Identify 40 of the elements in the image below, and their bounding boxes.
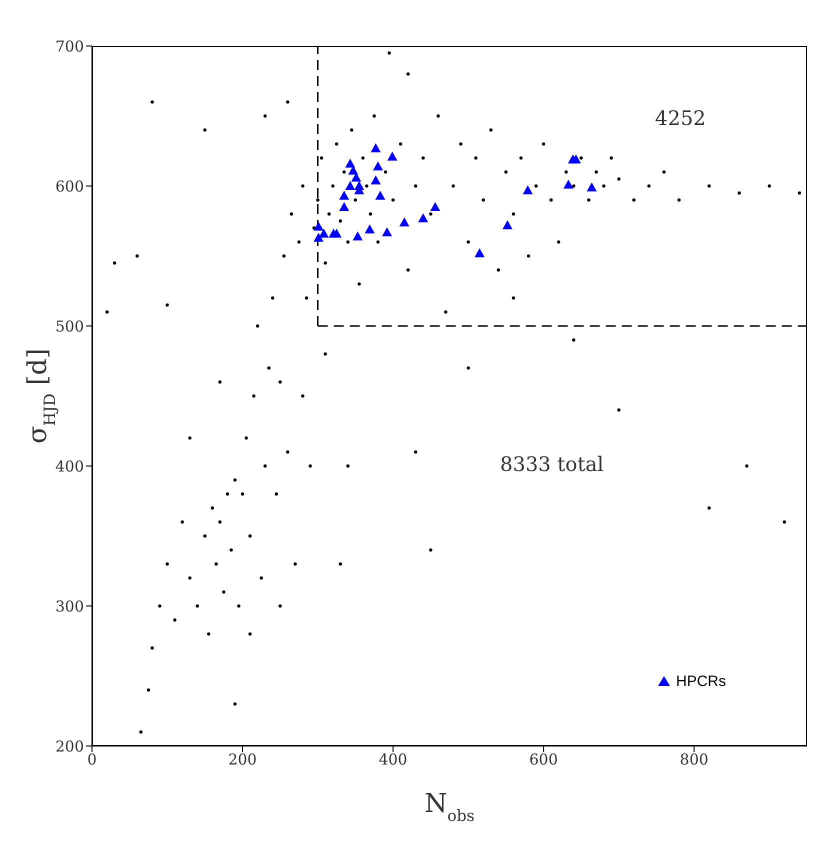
point (364, 224, 375, 234)
annotation: 8333 total (500, 452, 604, 476)
point (314, 232, 324, 242)
x-tick-label: 400 (378, 750, 408, 769)
point (332, 228, 342, 238)
point (418, 213, 428, 222)
point (345, 158, 356, 168)
point (352, 231, 363, 240)
point (375, 190, 386, 200)
y-tick-label: 200 (55, 737, 84, 756)
point (339, 202, 350, 211)
point (373, 161, 383, 170)
y-tick-label: 400 (55, 457, 84, 476)
y-tick-label: 500 (55, 317, 84, 336)
x-tick-label: 200 (228, 750, 257, 769)
x-tick-label: 600 (529, 750, 558, 769)
point (586, 182, 597, 192)
point (370, 143, 381, 152)
point (570, 154, 581, 164)
point (474, 248, 485, 258)
point (502, 220, 512, 230)
point (399, 217, 410, 226)
annotation: 4252 (655, 106, 706, 130)
point (318, 228, 329, 238)
y-tick-label: 700 (55, 37, 84, 56)
point (522, 185, 533, 194)
x-axis-title: N$_{obs}$ (424, 789, 475, 825)
point (382, 227, 392, 236)
x-tick-label: 800 (680, 750, 708, 769)
point (370, 175, 381, 184)
point (430, 202, 440, 211)
point (314, 222, 324, 231)
legend-label: HPCRs (676, 673, 726, 690)
point (345, 181, 356, 190)
x-tick-label: 0 (87, 750, 97, 769)
y-tick-label: 300 (55, 597, 84, 616)
point (387, 152, 398, 161)
point (563, 180, 574, 189)
y-tick-label: 600 (55, 177, 84, 196)
point (339, 190, 350, 200)
